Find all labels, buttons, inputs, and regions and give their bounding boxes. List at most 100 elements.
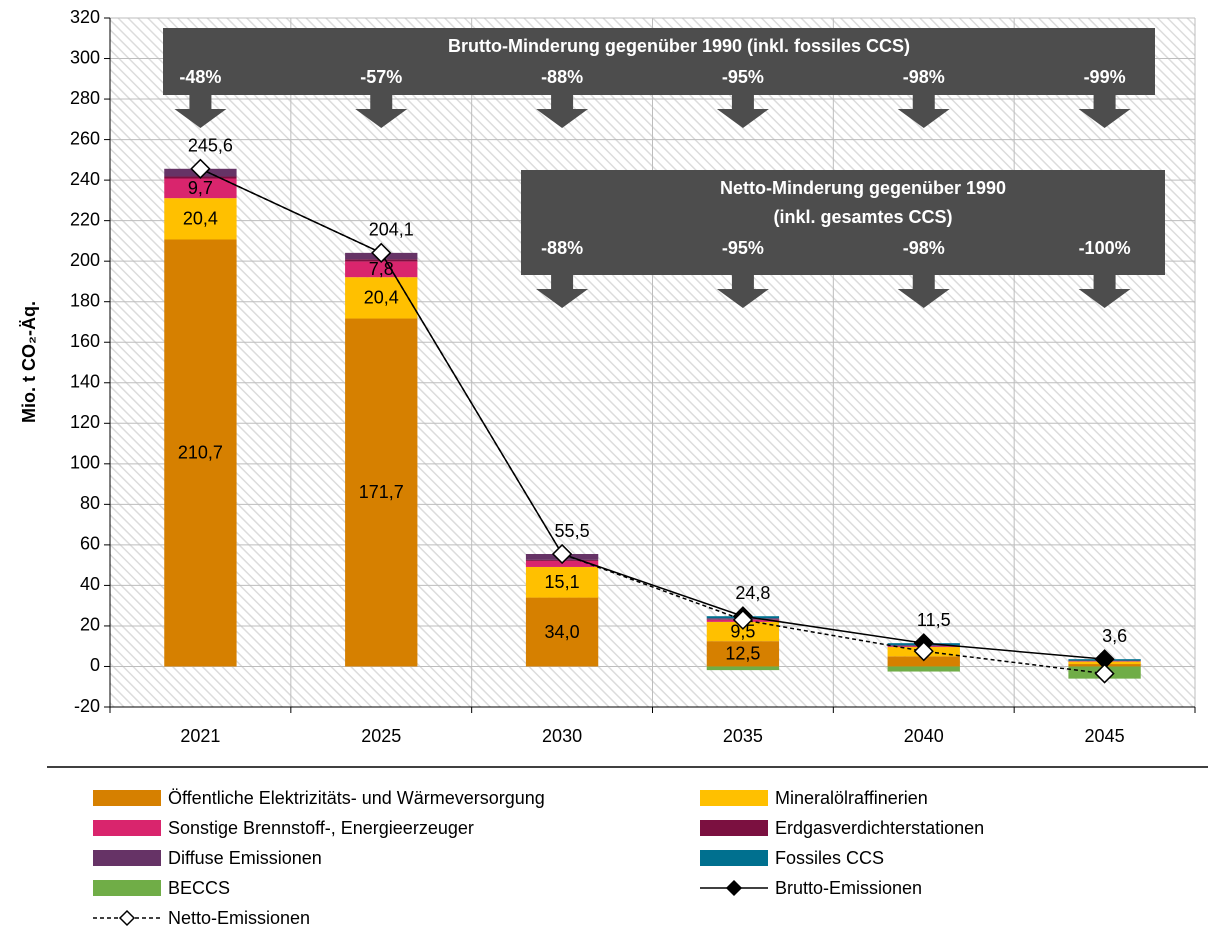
legend-swatch [700,790,768,806]
y-tick-label: 40 [80,574,100,594]
banner-box [521,170,1165,275]
bar-value-label: 171,7 [359,482,404,502]
y-tick-label: 160 [70,331,100,351]
bar-segment [525,566,599,598]
bar-segment [706,641,780,667]
y-tick-label: 80 [80,493,100,513]
line-value-label: 11,5 [917,610,951,630]
y-tick-label: 120 [70,412,100,432]
bar-segment [706,666,780,671]
legend-label: Mineralölraffinerien [775,788,928,808]
banner-arrow [536,275,589,308]
line-marker [371,242,392,263]
banner-value: -57% [360,67,402,87]
banner-title: (inkl. gesamtes CCS) [773,207,952,227]
x-tick-label: 2021 [180,726,220,746]
bar-value-label: 12,5 [725,644,760,664]
legend-swatch [93,850,161,866]
y-tick-label: 100 [70,453,100,473]
line-value-label: 24,8 [735,583,770,603]
bar-segment [345,318,418,667]
banner-arrow [897,275,950,308]
legend-item: Diffuse Emissionen [93,848,322,868]
legend-label: BECCS [168,878,230,898]
line-value-label: 204,1 [369,220,414,240]
line-value-label: 3,6 [1102,626,1127,646]
banner-value: -88% [541,238,583,258]
banner-value: -100% [1079,238,1131,258]
banner-arrow [355,95,408,128]
y-tick-label: 260 [70,128,100,148]
y-tick-label: 300 [70,47,100,67]
legend-swatch [700,820,768,836]
y-tick-label: 240 [70,169,100,189]
legend-label: Sonstige Brennstoff-, Energieerzeuger [168,818,474,838]
line-value-label: 245,6 [188,136,233,156]
bar-segment [164,239,237,667]
banner-box [163,28,1155,95]
legend-label: Diffuse Emissionen [168,848,322,868]
y-tick-label: 60 [80,534,100,554]
legend-label: Fossiles CCS [775,848,884,868]
legend-item: Erdgasverdichterstationen [700,818,984,838]
bar-value-label: 20,4 [364,288,399,308]
bar-value-label: 9,5 [730,621,755,641]
y-tick-label: 0 [90,655,100,675]
legend-item: Sonstige Brennstoff-, Energieerzeuger [93,818,474,838]
banner-value: -98% [903,67,945,87]
bar-segment [525,597,599,667]
y-tick-label: 320 [70,7,100,27]
legend-label: Netto-Emissionen [168,908,310,928]
y-tick-label: -20 [74,696,100,716]
banner-arrow [174,95,227,128]
banner-arrow [716,95,769,128]
legend-item: Fossiles CCS [700,848,884,868]
legend-item: Mineralölraffinerien [700,788,928,808]
legend-item: Brutto-Emissionen [700,878,922,898]
legend-swatch [700,850,768,866]
banner-arrow [1078,275,1131,308]
y-tick-label: 220 [70,209,100,229]
bar-value-label: 34,0 [545,622,580,642]
line-series [200,168,1105,675]
banner-value: -95% [722,67,764,87]
legend-swatch [93,820,161,836]
line-marker [1094,663,1115,684]
line-marker [732,609,753,630]
banner-arrow [897,95,950,128]
banner-value: -99% [1084,67,1126,87]
y-tick-label: 200 [70,250,100,270]
bar-segment [706,621,780,642]
line-marker [190,158,211,179]
line-marker [913,641,934,662]
line-marker [552,543,573,565]
legend-marker [118,909,136,927]
bar-segment [887,666,960,672]
x-tick-label: 2025 [361,726,401,746]
y-tick-label: 180 [70,290,100,310]
bar-segment [887,656,960,667]
bar-value-label: 210,7 [178,443,223,463]
banner-title: Brutto-Minderung gegenüber 1990 (inkl. f… [448,36,910,56]
legend-label: Brutto-Emissionen [775,878,922,898]
banner: Netto-Minderung gegenüber 1990 (inkl. ges… [521,170,1165,308]
bar-value-label: 15,1 [545,572,580,592]
line-series [200,168,1105,660]
banner-value: -88% [541,67,583,87]
banner-title: Netto-Minderung gegenüber 1990 [720,178,1006,198]
bar-value-label: 20,4 [183,209,218,229]
y-axis-label: Mio. t CO₂-Äq. [19,301,39,423]
legend-item: Netto-Emissionen [93,908,310,928]
banner-value: -98% [903,238,945,258]
bar-segment [345,277,418,319]
y-tick-label: 140 [70,372,100,392]
x-tick-label: 2040 [904,726,944,746]
banner: Brutto-Minderung gegenüber 1990 (inkl. f… [163,28,1155,128]
bar-segment [345,261,418,278]
x-tick-label: 2035 [723,726,763,746]
banner-value: -95% [722,238,764,258]
x-tick-label: 2030 [542,726,582,746]
legend-swatch [93,790,161,806]
legend-marker [725,879,743,897]
